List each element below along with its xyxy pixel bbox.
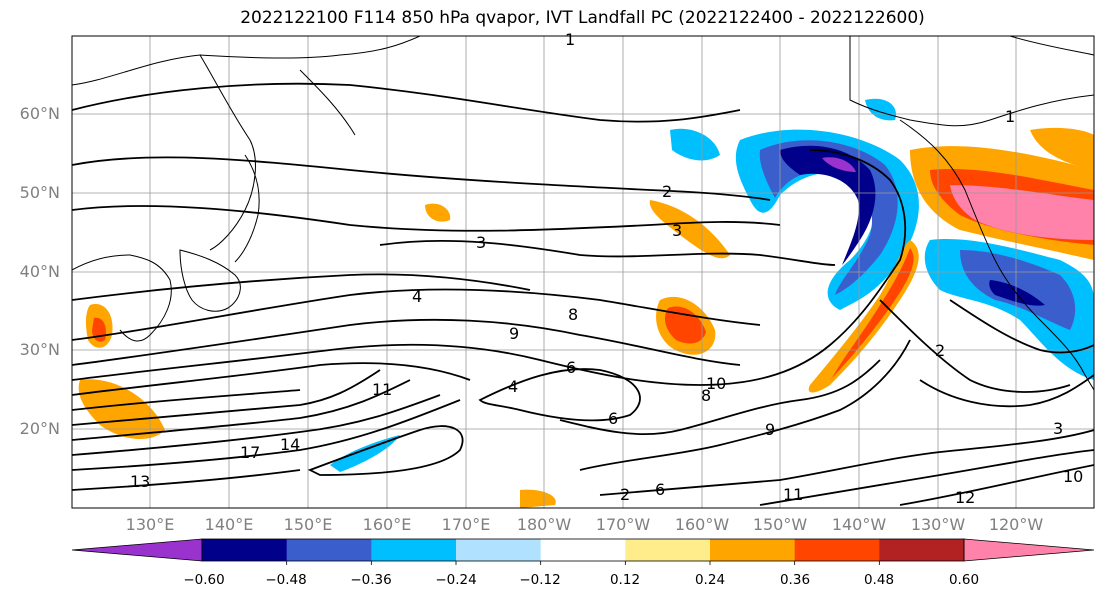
lat-label-60n: 60°N [19,104,60,123]
contour-label: 3 [476,233,486,252]
colorbar-tick-label: 0.24 [694,572,726,588]
colorbar-segment [371,539,457,561]
contour-label: 1 [1005,107,1015,126]
colorbar [71,538,1095,565]
negative-anomaly-region [330,435,400,472]
lon-label: 120°W [988,515,1044,534]
contour-label: 8 [701,386,711,405]
contour-label: 2 [935,341,945,360]
contour-label: 6 [655,480,665,499]
positive-anomaly-region [520,489,556,508]
lon-label: 160°W [674,515,730,534]
colorbar-tick-label: 0.48 [863,572,895,588]
lon-label: 170°W [595,515,651,534]
colorbar-segment [710,539,796,561]
lon-label: 180°W [516,515,572,534]
contour-label: 8 [568,305,578,324]
colorbar-segment [879,539,965,561]
ivt-contours [72,82,1094,506]
positive-anomaly-region [425,203,451,222]
coastlines [72,36,1094,391]
negative-anomaly-region [780,145,876,265]
contour-label: 4 [508,377,518,396]
colorbar-tick-label: −0.48 [265,572,307,588]
positive-anomaly-region [649,200,730,259]
positive-anomaly-region [950,185,1094,240]
colorbar-tick-label: 0.36 [779,572,811,588]
lon-label: 170°E [441,515,491,534]
contour-label: 10 [706,374,726,393]
negative-anomaly-region [822,157,856,172]
contour-label: 6 [608,409,618,428]
positive-anomaly-region [1030,127,1094,170]
lon-label: 130°W [910,515,966,534]
contour-label: 14 [280,435,300,454]
contour-label: 12 [955,488,975,507]
colorbar-segment [540,539,626,561]
graticule [72,36,1094,508]
negative-anomaly-region [989,280,1045,306]
colorbar-tick-label: −0.12 [519,572,561,588]
colorbar-segment [202,539,288,561]
colorbar-segment [794,539,880,561]
map-title: 2022122100 F114 850 hPa qvapor, IVT Land… [240,8,925,28]
contour-label: 9 [509,324,519,343]
lon-label: 150°E [283,515,333,534]
contour-label: 9 [765,420,775,439]
colorbar-frame [201,538,965,562]
negative-anomaly-region [670,128,720,161]
lat-label-40n: 40°N [19,262,60,281]
contour-label: 13 [130,472,150,491]
colorbar-tick-label: −0.24 [435,572,477,588]
contour-label: 2 [662,182,672,201]
colorbar-tick-label: −0.36 [350,572,392,588]
colorbar-tick-label: 0.12 [609,572,641,588]
lon-label: 140°W [831,515,887,534]
positive-anomaly-region [78,379,165,440]
lat-label-20n: 20°N [19,419,60,438]
contour-label: 17 [240,443,260,462]
lon-label: 150°W [752,515,808,534]
contour-label: 2 [620,485,630,504]
lon-label: 140°E [204,515,254,534]
map-frame [71,35,1095,509]
anomaly-shading [78,98,1094,508]
contour-label: 11 [783,485,803,504]
lon-label: 160°E [362,515,412,534]
contour-label: 3 [672,221,682,240]
contour-label: 3 [1053,419,1063,438]
lat-label-50n: 50°N [19,183,60,202]
contour-label: 6 [566,358,576,377]
colorbar-segment [286,539,372,561]
lon-label: 130°E [125,515,175,534]
map-plot-area [72,36,1094,508]
positive-anomaly-region [808,240,919,393]
contour-label: 4 [412,287,422,306]
contour-label: 1 [565,30,575,49]
negative-anomaly-region [865,98,896,121]
colorbar-tick-label: −0.60 [183,572,225,588]
colorbar-segment [456,539,542,561]
contour-label: 11 [372,380,392,399]
positive-anomaly-region [832,248,914,378]
lat-label-30n: 30°N [19,340,60,359]
colorbar-segment [625,539,711,561]
contour-label: 10 [1063,467,1083,486]
colorbar-tick-label: 0.60 [948,572,980,588]
